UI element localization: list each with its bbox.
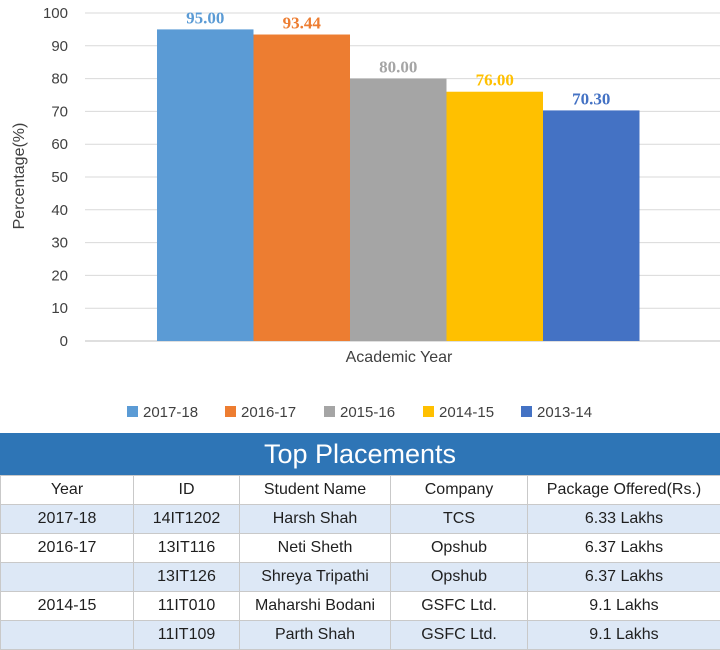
y-tick-label: 70 [51,103,68,120]
legend-label: 2014-15 [439,404,494,421]
legend-label: 2013-14 [537,404,592,421]
column-header-year: Year [1,476,134,505]
cell-id: 11IT109 [134,621,240,650]
cell-id: 14IT1202 [134,505,240,534]
bar [350,79,447,341]
y-tick-label: 10 [51,300,68,317]
table-row: 2017-18 14IT1202 Harsh Shah TCS 6.33 Lak… [1,505,720,534]
data-label: 80.00 [379,58,417,77]
cell-company: Opshub [391,563,528,592]
legend-swatch [225,406,236,417]
cell-company: GSFC Ltd. [391,592,528,621]
data-label: 95.00 [186,8,224,27]
table-row: 2014-15 11IT010 Maharshi Bodani GSFC Ltd… [1,592,720,621]
cell-company: TCS [391,505,528,534]
cell-id: 11IT010 [134,592,240,621]
column-header-student-name: Student Name [240,476,391,505]
legend-swatch [127,406,138,417]
cell-package: 6.37 Lakhs [528,563,720,592]
table-header-row: Year ID Student Name Company Package Off… [1,476,720,505]
table-row: 13IT126 Shreya Tripathi Opshub 6.37 Lakh… [1,563,720,592]
bar [157,29,254,341]
y-tick-label: 40 [51,202,68,219]
cell-student-name: Parth Shah [240,621,391,650]
bar [254,35,351,341]
cell-package: 9.1 Lakhs [528,621,720,650]
top-placements-title: Top Placements [0,433,720,475]
top-placements-section: Top Placements Year ID Student Name Comp… [0,433,720,650]
cell-year: 2014-15 [1,592,134,621]
y-tick-label: 50 [51,169,68,186]
cell-year [1,563,134,592]
cell-student-name: Harsh Shah [240,505,391,534]
cell-student-name: Shreya Tripathi [240,563,391,592]
column-header-package: Package Offered(Rs.) [528,476,720,505]
cell-year: 2017-18 [1,505,134,534]
data-label: 76.00 [476,71,514,90]
y-tick-label: 80 [51,71,68,88]
y-tick-label: 60 [51,136,68,153]
cell-id: 13IT116 [134,534,240,563]
x-axis-title: Academic Year [346,349,453,366]
cell-student-name: Maharshi Bodani [240,592,391,621]
bar [543,110,640,341]
cell-id: 13IT126 [134,563,240,592]
legend-swatch [324,406,335,417]
legend-label: 2015-16 [340,404,395,421]
data-label: 93.44 [283,14,322,33]
column-header-company: Company [391,476,528,505]
legend-label: 2016-17 [241,404,296,421]
column-header-id: ID [134,476,240,505]
bar [447,92,544,341]
cell-company: Opshub [391,534,528,563]
cell-package: 6.37 Lakhs [528,534,720,563]
legend-swatch [423,406,434,417]
data-label: 70.30 [572,89,610,108]
cell-company: GSFC Ltd. [391,621,528,650]
cell-year [1,621,134,650]
cell-package: 9.1 Lakhs [528,592,720,621]
cell-package: 6.33 Lakhs [528,505,720,534]
y-tick-label: 30 [51,235,68,252]
y-tick-label: 20 [51,267,68,284]
chart-legend: 2017-18 2016-17 2015-16 2014-15 2013-14 [127,404,592,421]
legend-label: 2017-18 [143,404,198,421]
legend-swatch [521,406,532,417]
placements-table: Year ID Student Name Company Package Off… [0,475,720,650]
y-tick-label: 0 [60,333,68,350]
table-row: 11IT109 Parth Shah GSFC Ltd. 9.1 Lakhs [1,621,720,650]
y-axis-title: Percentage(%) [11,123,28,230]
table-row: 2016-17 13IT116 Neti Sheth Opshub 6.37 L… [1,534,720,563]
placement-percentage-chart: 0 10 20 30 40 50 60 70 80 90 100 95.00 93.44 80.00 76… [0,0,720,432]
cell-year: 2016-17 [1,534,134,563]
cell-student-name: Neti Sheth [240,534,391,563]
y-tick-label: 100 [43,5,68,22]
y-tick-label: 90 [51,38,68,55]
